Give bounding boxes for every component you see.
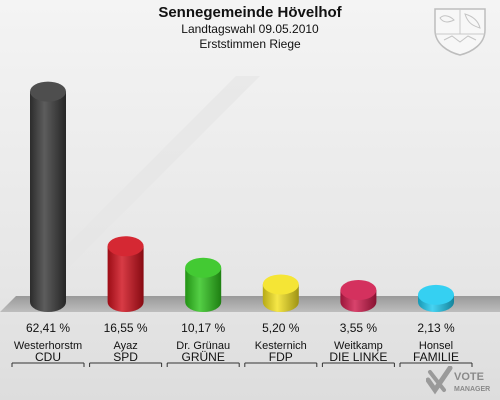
party-label: DIE LINKE [329,350,387,364]
candidate-label: Dr. Grünau [176,340,230,352]
bar-die-linke [340,280,377,312]
nrw-coat-of-arms-icon [434,8,486,56]
chart-subtitle-2: Erststimmen Riege [199,37,301,51]
bar-cdu [30,81,66,312]
party-label: SPD [113,350,138,364]
bar-spd [107,236,144,312]
value-label: 10,17 % [181,321,225,335]
candidate-label: Kesternich [255,340,307,352]
logo-text-vote: VOTE [454,371,484,383]
party-label: FDP [269,350,293,364]
party-label: GRÜNE [182,350,225,364]
vote-manager-logo: VOTE MANAGER [426,366,490,395]
candidate-label: Westerhorstm [14,340,82,352]
bar-grüne [185,257,222,312]
chart-title: Sennegemeinde Hövelhof [158,4,342,21]
party-label: FAMILIE [413,350,459,364]
value-label: 3,55 % [340,321,378,335]
value-label: 16,55 % [104,321,148,335]
candidate-label: Weitkamp [334,340,383,352]
value-label: 2,13 % [417,321,455,335]
logo-text-manager: MANAGER [454,386,490,393]
value-label: 62,41 % [26,321,70,335]
bar-fdp [262,274,299,312]
bar-familie [418,284,454,312]
chart-shadow [16,76,260,296]
candidate-label: Honsel [419,340,453,352]
value-label: 5,20 % [262,321,300,335]
chart-subtitle: Landtagswahl 09.05.2010 [181,22,319,36]
checkmark-icon [426,366,453,395]
party-label: CDU [35,350,61,364]
candidate-label: Ayaz [113,340,137,352]
